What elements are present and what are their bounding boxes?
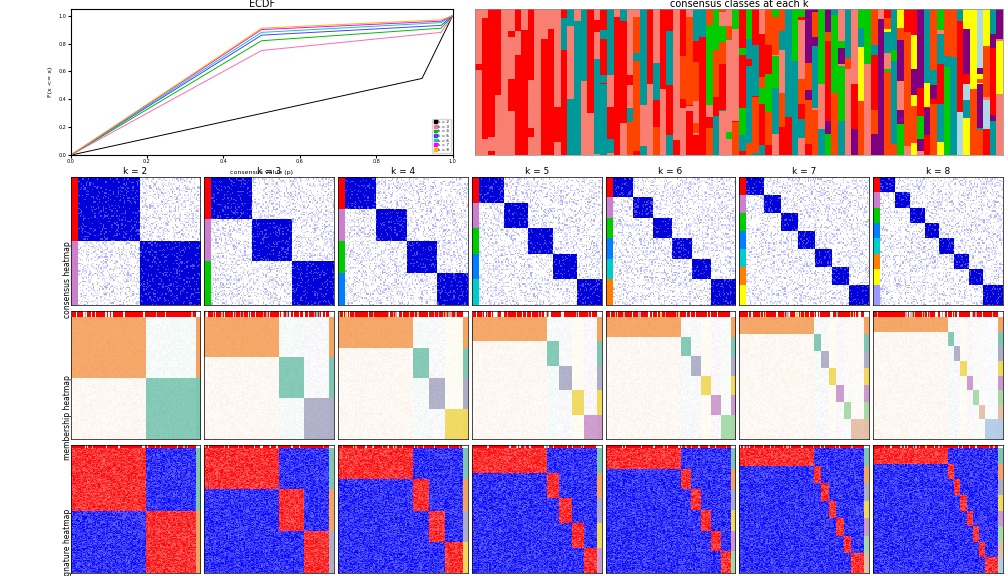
Y-axis label: consensus heatmap: consensus heatmap [64, 241, 73, 317]
Title: k = 4: k = 4 [391, 167, 415, 176]
Legend: k = 2, k = 3, k = 4, k = 6, k = 6, k = 7, k = 8: k = 2, k = 3, k = 4, k = 6, k = 6, k = 7… [432, 119, 451, 153]
Title: k = 3: k = 3 [257, 167, 281, 176]
Title: k = 5: k = 5 [524, 167, 549, 176]
Y-axis label: signature heatmap: signature heatmap [64, 509, 73, 576]
Title: k = 7: k = 7 [792, 167, 816, 176]
Title: k = 6: k = 6 [658, 167, 682, 176]
Y-axis label: F(x <= x): F(x <= x) [48, 67, 53, 97]
Title: k = 8: k = 8 [926, 167, 951, 176]
Title: consensus classes at each k: consensus classes at each k [670, 0, 808, 9]
Title: k = 2: k = 2 [123, 167, 147, 176]
Y-axis label: membership heatmap: membership heatmap [64, 375, 73, 460]
X-axis label: consensus value (p): consensus value (p) [230, 170, 293, 175]
Title: ECDF: ECDF [249, 0, 274, 9]
